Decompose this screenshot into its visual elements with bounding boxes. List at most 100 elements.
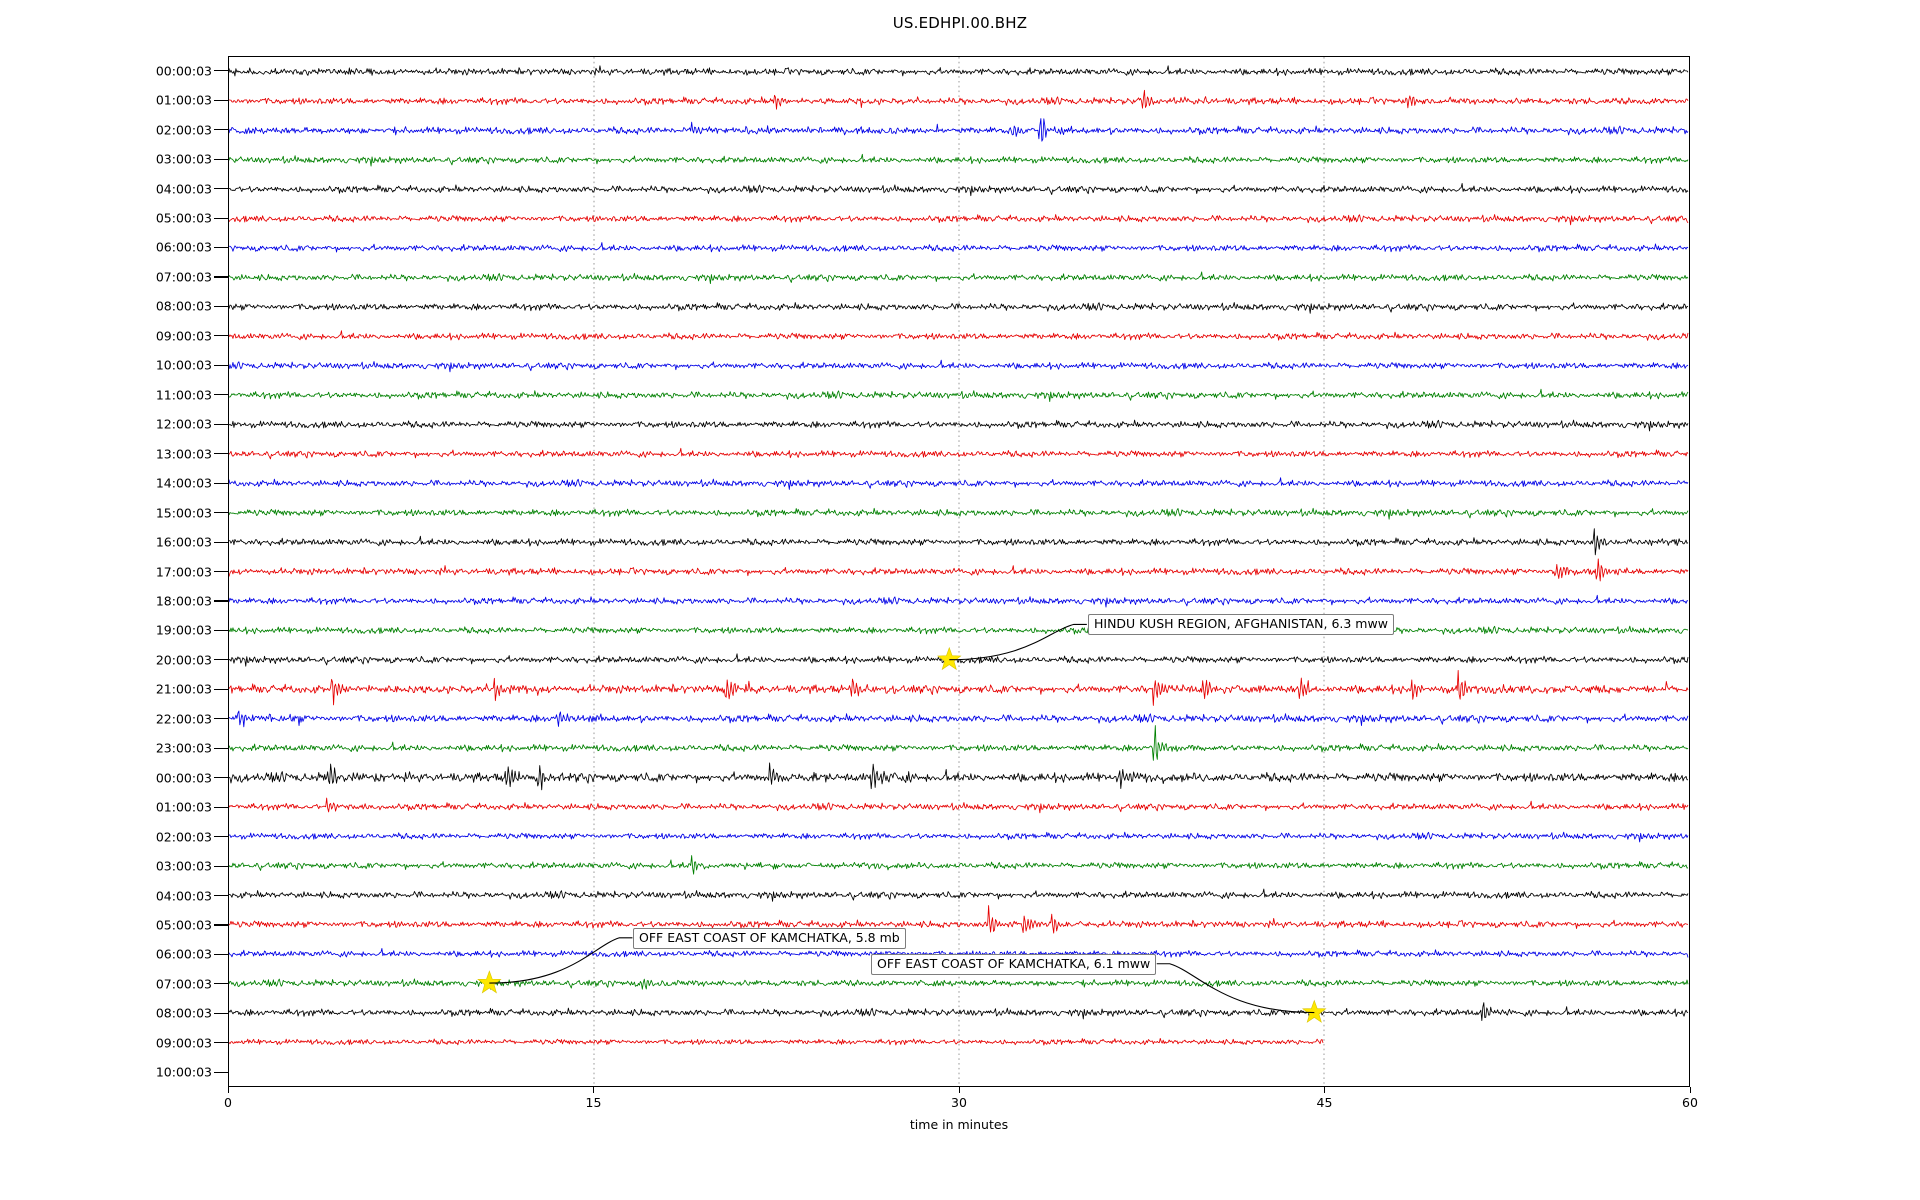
seismic-traces xyxy=(229,65,1689,1046)
y-axis-tick-label: 18:00:03 xyxy=(155,593,212,609)
y-axis-tick-label: 03:00:03 xyxy=(155,858,212,874)
y-axis-tick-mark xyxy=(214,806,228,808)
x-axis-tick-label: 30 xyxy=(951,1095,967,1110)
y-axis-tick-mark xyxy=(214,512,228,514)
y-axis-tick-label: 22:00:03 xyxy=(155,711,212,727)
y-axis-tick-mark xyxy=(214,865,228,867)
y-axis-tick-label: 02:00:03 xyxy=(155,122,212,138)
y-axis-tick-label: 00:00:03 xyxy=(155,63,212,79)
seismic-trace xyxy=(229,1002,1689,1022)
event-star-icon xyxy=(1302,999,1327,1023)
x-axis-tick-mark xyxy=(1324,1087,1326,1093)
y-axis-tick-mark xyxy=(214,246,228,249)
seismic-trace xyxy=(229,153,1689,167)
y-axis-tick-mark xyxy=(214,276,228,278)
y-axis-tick-label: 01:00:03 xyxy=(155,92,212,108)
event-annotation-label: OFF EAST COAST OF KAMCHATKA, 6.1 mww xyxy=(871,954,1157,976)
y-axis-tick-label: 17:00:03 xyxy=(155,564,212,579)
page-title: US.EDHPI.00.BHZ xyxy=(892,14,1028,32)
y-axis-tick-mark xyxy=(214,895,228,897)
y-axis-tick-label: 00:00:03 xyxy=(155,770,212,786)
y-axis-tick-label: 23:00:03 xyxy=(155,740,212,756)
y-axis-tick-mark xyxy=(214,629,228,631)
y-axis-tick-label: 09:00:03 xyxy=(155,1035,212,1051)
plot-area xyxy=(228,56,1690,1087)
y-axis-tick-mark xyxy=(214,571,228,573)
seismic-trace xyxy=(229,89,1689,110)
y-axis-tick-mark xyxy=(214,305,228,307)
seismic-trace xyxy=(229,725,1689,761)
event-annotation-label: HINDU KUSH REGION, AFGHANISTAN, 6.3 mww xyxy=(1088,614,1394,636)
seismic-trace xyxy=(229,271,1689,285)
seismic-trace xyxy=(229,330,1689,341)
y-axis-tick-label: 08:00:03 xyxy=(155,1005,212,1021)
y-axis-tick-label: 07:00:03 xyxy=(155,269,212,285)
x-axis-label: time in minutes xyxy=(909,1117,1009,1132)
y-axis-tick-mark xyxy=(214,1071,228,1073)
seismic-trace xyxy=(229,558,1689,582)
x-axis-tick-label: 15 xyxy=(585,1095,602,1110)
seismic-trace xyxy=(229,762,1689,791)
y-axis-tick-label: 09:00:03 xyxy=(155,328,212,344)
y-axis-tick-mark xyxy=(214,453,228,455)
x-axis-tick-label: 0 xyxy=(224,1095,232,1110)
annotation-leader-line xyxy=(1156,963,1315,1014)
seismic-trace xyxy=(229,507,1689,520)
seismic-trace xyxy=(229,855,1689,875)
y-axis-tick-mark xyxy=(214,335,228,337)
seismic-trace xyxy=(229,359,1689,373)
seismic-trace xyxy=(229,653,1689,667)
y-axis-tick-mark xyxy=(214,364,228,366)
y-axis-tick-label: 13:00:03 xyxy=(155,446,212,462)
event-star-icon xyxy=(477,970,502,994)
seismic-trace xyxy=(229,447,1689,460)
x-axis-tick-mark xyxy=(1689,1087,1691,1093)
y-axis-tick-mark xyxy=(214,600,228,602)
y-axis-tick-mark xyxy=(214,99,228,101)
seismic-trace xyxy=(229,183,1689,197)
y-axis-tick-label: 21:00:03 xyxy=(155,681,212,697)
y-axis-tick-label: 03:00:03 xyxy=(155,151,212,167)
y-axis-tick-marks xyxy=(214,0,230,1200)
y-axis-tick-mark xyxy=(214,1042,228,1044)
y-axis-tick-mark xyxy=(214,659,228,661)
event-annotation-label: OFF EAST COAST OF KAMCHATKA, 5.8 mb xyxy=(633,928,906,950)
seismic-trace xyxy=(229,905,1689,934)
x-axis-tick-marks: 0 15 30 45 60 xyxy=(224,1087,1698,1110)
y-axis-tick-label: 16:00:03 xyxy=(155,534,212,550)
y-axis-tick-mark xyxy=(214,541,228,543)
y-axis-tick-label: 15:00:03 xyxy=(155,505,212,521)
seismic-trace xyxy=(229,118,1689,142)
y-axis-tick-label: 10:00:03 xyxy=(155,357,212,373)
y-axis-tick-label: 05:00:03 xyxy=(155,210,212,226)
annotation-leader-line xyxy=(489,937,633,984)
seismic-trace xyxy=(229,670,1689,706)
y-axis-tick-label: 14:00:03 xyxy=(155,475,212,491)
y-axis-tick-mark xyxy=(214,747,228,749)
y-axis-tick-label: 06:00:03 xyxy=(155,946,212,962)
seismic-trace xyxy=(229,528,1689,556)
y-axis-tick-label: 19:00:03 xyxy=(155,622,212,638)
seismic-trace xyxy=(229,65,1689,77)
y-axis-tick-mark xyxy=(214,1012,228,1014)
y-axis-tick-label: 05:00:03 xyxy=(155,917,212,933)
seismic-trace xyxy=(229,797,1689,814)
x-axis-tick-label: 60 xyxy=(1682,1095,1698,1110)
event-markers-overlay xyxy=(477,623,1327,1023)
y-axis-tick-mark xyxy=(214,423,228,425)
seismic-trace xyxy=(229,710,1689,728)
y-axis-tick-mark xyxy=(214,394,228,396)
x-axis-tick-mark xyxy=(958,1087,960,1093)
y-axis-tick-mark xyxy=(214,217,228,219)
y-axis-tick-label: 10:00:03 xyxy=(155,1064,212,1080)
y-axis-tick-mark xyxy=(214,953,228,956)
seismic-trace xyxy=(229,978,1689,990)
y-axis-tick-label: 20:00:03 xyxy=(155,652,212,668)
seismic-trace xyxy=(229,477,1689,490)
seismic-trace xyxy=(229,594,1689,608)
y-axis-tick-mark xyxy=(214,188,228,190)
y-axis-tick-mark xyxy=(214,777,228,779)
event-star-icon xyxy=(937,646,962,671)
y-axis-tick-labels: 00:00:03 01:00:03 02:00:03 03:00:03 04:00:03… xyxy=(0,0,212,1200)
